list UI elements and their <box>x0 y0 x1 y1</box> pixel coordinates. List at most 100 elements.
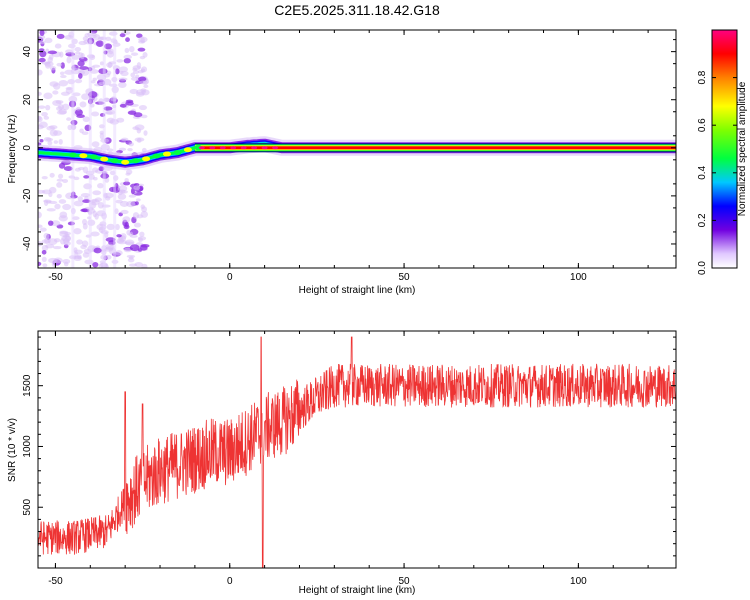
noise-speck <box>73 249 83 255</box>
signal-blob <box>68 152 77 158</box>
noise-speck <box>73 228 82 235</box>
signal-blob <box>173 150 182 156</box>
spectrogram-y-axis: -40 -20 0 20 40 <box>22 39 676 257</box>
x-tick-label: 0 <box>227 576 233 587</box>
noise-speck <box>76 106 81 111</box>
noise-speck <box>39 30 45 37</box>
noise-speck <box>136 62 142 70</box>
noise-speck <box>122 216 131 223</box>
noise-speck <box>139 231 145 237</box>
noise-speck <box>143 84 149 89</box>
noise-speck <box>81 93 90 100</box>
noise-speck <box>60 74 67 79</box>
noise-speck <box>74 109 83 116</box>
spectrogram-signal <box>38 136 676 171</box>
signal-peak <box>240 146 247 150</box>
spectrogram-y-axis-label: Frequency (Hz) <box>7 115 18 184</box>
noise-speck <box>74 167 81 172</box>
noise-speck <box>54 43 62 49</box>
noise-speck <box>52 99 62 107</box>
noise-speck <box>38 91 42 96</box>
noise-speck <box>56 181 63 188</box>
noise-speck <box>116 238 125 244</box>
noise-speck <box>136 127 142 134</box>
noise-speck <box>120 209 129 215</box>
colorbar-tick-label: 0.6 <box>697 118 708 132</box>
noise-speck <box>47 140 53 146</box>
signal-blob <box>121 159 130 165</box>
colorbar: 0.0 0.2 0.4 0.6 0.8 Normalized spectral ampl… <box>697 29 748 275</box>
noise-speck <box>115 250 123 256</box>
signal-blob <box>89 154 98 160</box>
noise-speck <box>45 137 54 142</box>
noise-speck <box>62 103 70 111</box>
noise-speck <box>125 101 134 106</box>
noise-speck <box>130 72 136 78</box>
noise-speck <box>48 238 58 245</box>
noise-speck <box>90 231 100 237</box>
noise-speck <box>82 36 89 41</box>
noise-speck <box>56 33 65 40</box>
noise-speck <box>52 90 59 95</box>
noise-speck <box>77 60 85 67</box>
noise-speck <box>127 147 133 152</box>
noise-speck <box>94 197 103 202</box>
noise-speck <box>38 69 43 76</box>
noise-speck <box>124 239 135 246</box>
noise-speck <box>49 129 58 137</box>
noise-speck <box>90 80 96 84</box>
noise-speck <box>135 198 141 202</box>
noise-speck <box>118 147 127 152</box>
noise-speck <box>93 247 102 254</box>
signal-peak <box>219 146 226 150</box>
noise-speck <box>103 106 113 111</box>
noise-speck <box>41 111 48 117</box>
signal-blob <box>131 158 140 164</box>
spectrogram-panel: -50 0 50 100 -40 -20 0 20 40 Height of straight… <box>7 29 677 296</box>
noise-speck <box>59 71 65 76</box>
noise-speck <box>41 176 48 180</box>
noise-speck <box>56 193 62 199</box>
noise-speck <box>65 86 74 90</box>
noise-speck <box>77 196 83 202</box>
snr-panel: -50 0 50 100 500 1000 1500 Height of straight… <box>7 330 677 596</box>
signal-blob <box>79 153 88 159</box>
colorbar-label: Normalized spectral amplitude <box>737 81 748 216</box>
noise-speck <box>53 245 62 250</box>
signal-peak <box>230 146 237 150</box>
noise-speck <box>65 49 74 54</box>
noise-speck <box>81 131 89 135</box>
noise-speck <box>115 223 120 231</box>
noise-speck <box>79 68 90 76</box>
noise-speck <box>93 176 98 181</box>
noise-speck <box>62 178 69 184</box>
noise-speck <box>62 203 72 211</box>
noise-speck <box>45 104 51 111</box>
noise-speck <box>39 139 44 143</box>
noise-speck <box>43 232 50 239</box>
noise-speck <box>118 77 128 81</box>
noise-speck <box>106 223 115 231</box>
snr-frame <box>37 330 677 569</box>
noise-speck <box>137 47 146 52</box>
noise-speck <box>74 78 83 84</box>
colorbar-tick-label: 0.2 <box>697 213 708 227</box>
noise-speck <box>128 194 136 198</box>
noise-speck <box>44 37 53 44</box>
noise-speck <box>134 261 143 268</box>
noise-speck <box>129 244 140 252</box>
noise-speck <box>38 224 43 228</box>
signal-blob <box>110 158 119 164</box>
noise-speck <box>104 111 113 115</box>
noise-speck <box>63 241 71 246</box>
noise-speck <box>78 72 83 79</box>
noise-speck <box>115 199 123 204</box>
noise-speck <box>89 69 99 74</box>
noise-speck <box>124 221 129 228</box>
noise-speck <box>58 80 69 87</box>
snr-x-axis-label: Height of straight line (km) <box>299 585 416 596</box>
noise-streak <box>113 30 117 268</box>
noise-speck <box>50 220 61 227</box>
noise-speck <box>58 138 63 145</box>
noise-speck <box>118 66 128 73</box>
